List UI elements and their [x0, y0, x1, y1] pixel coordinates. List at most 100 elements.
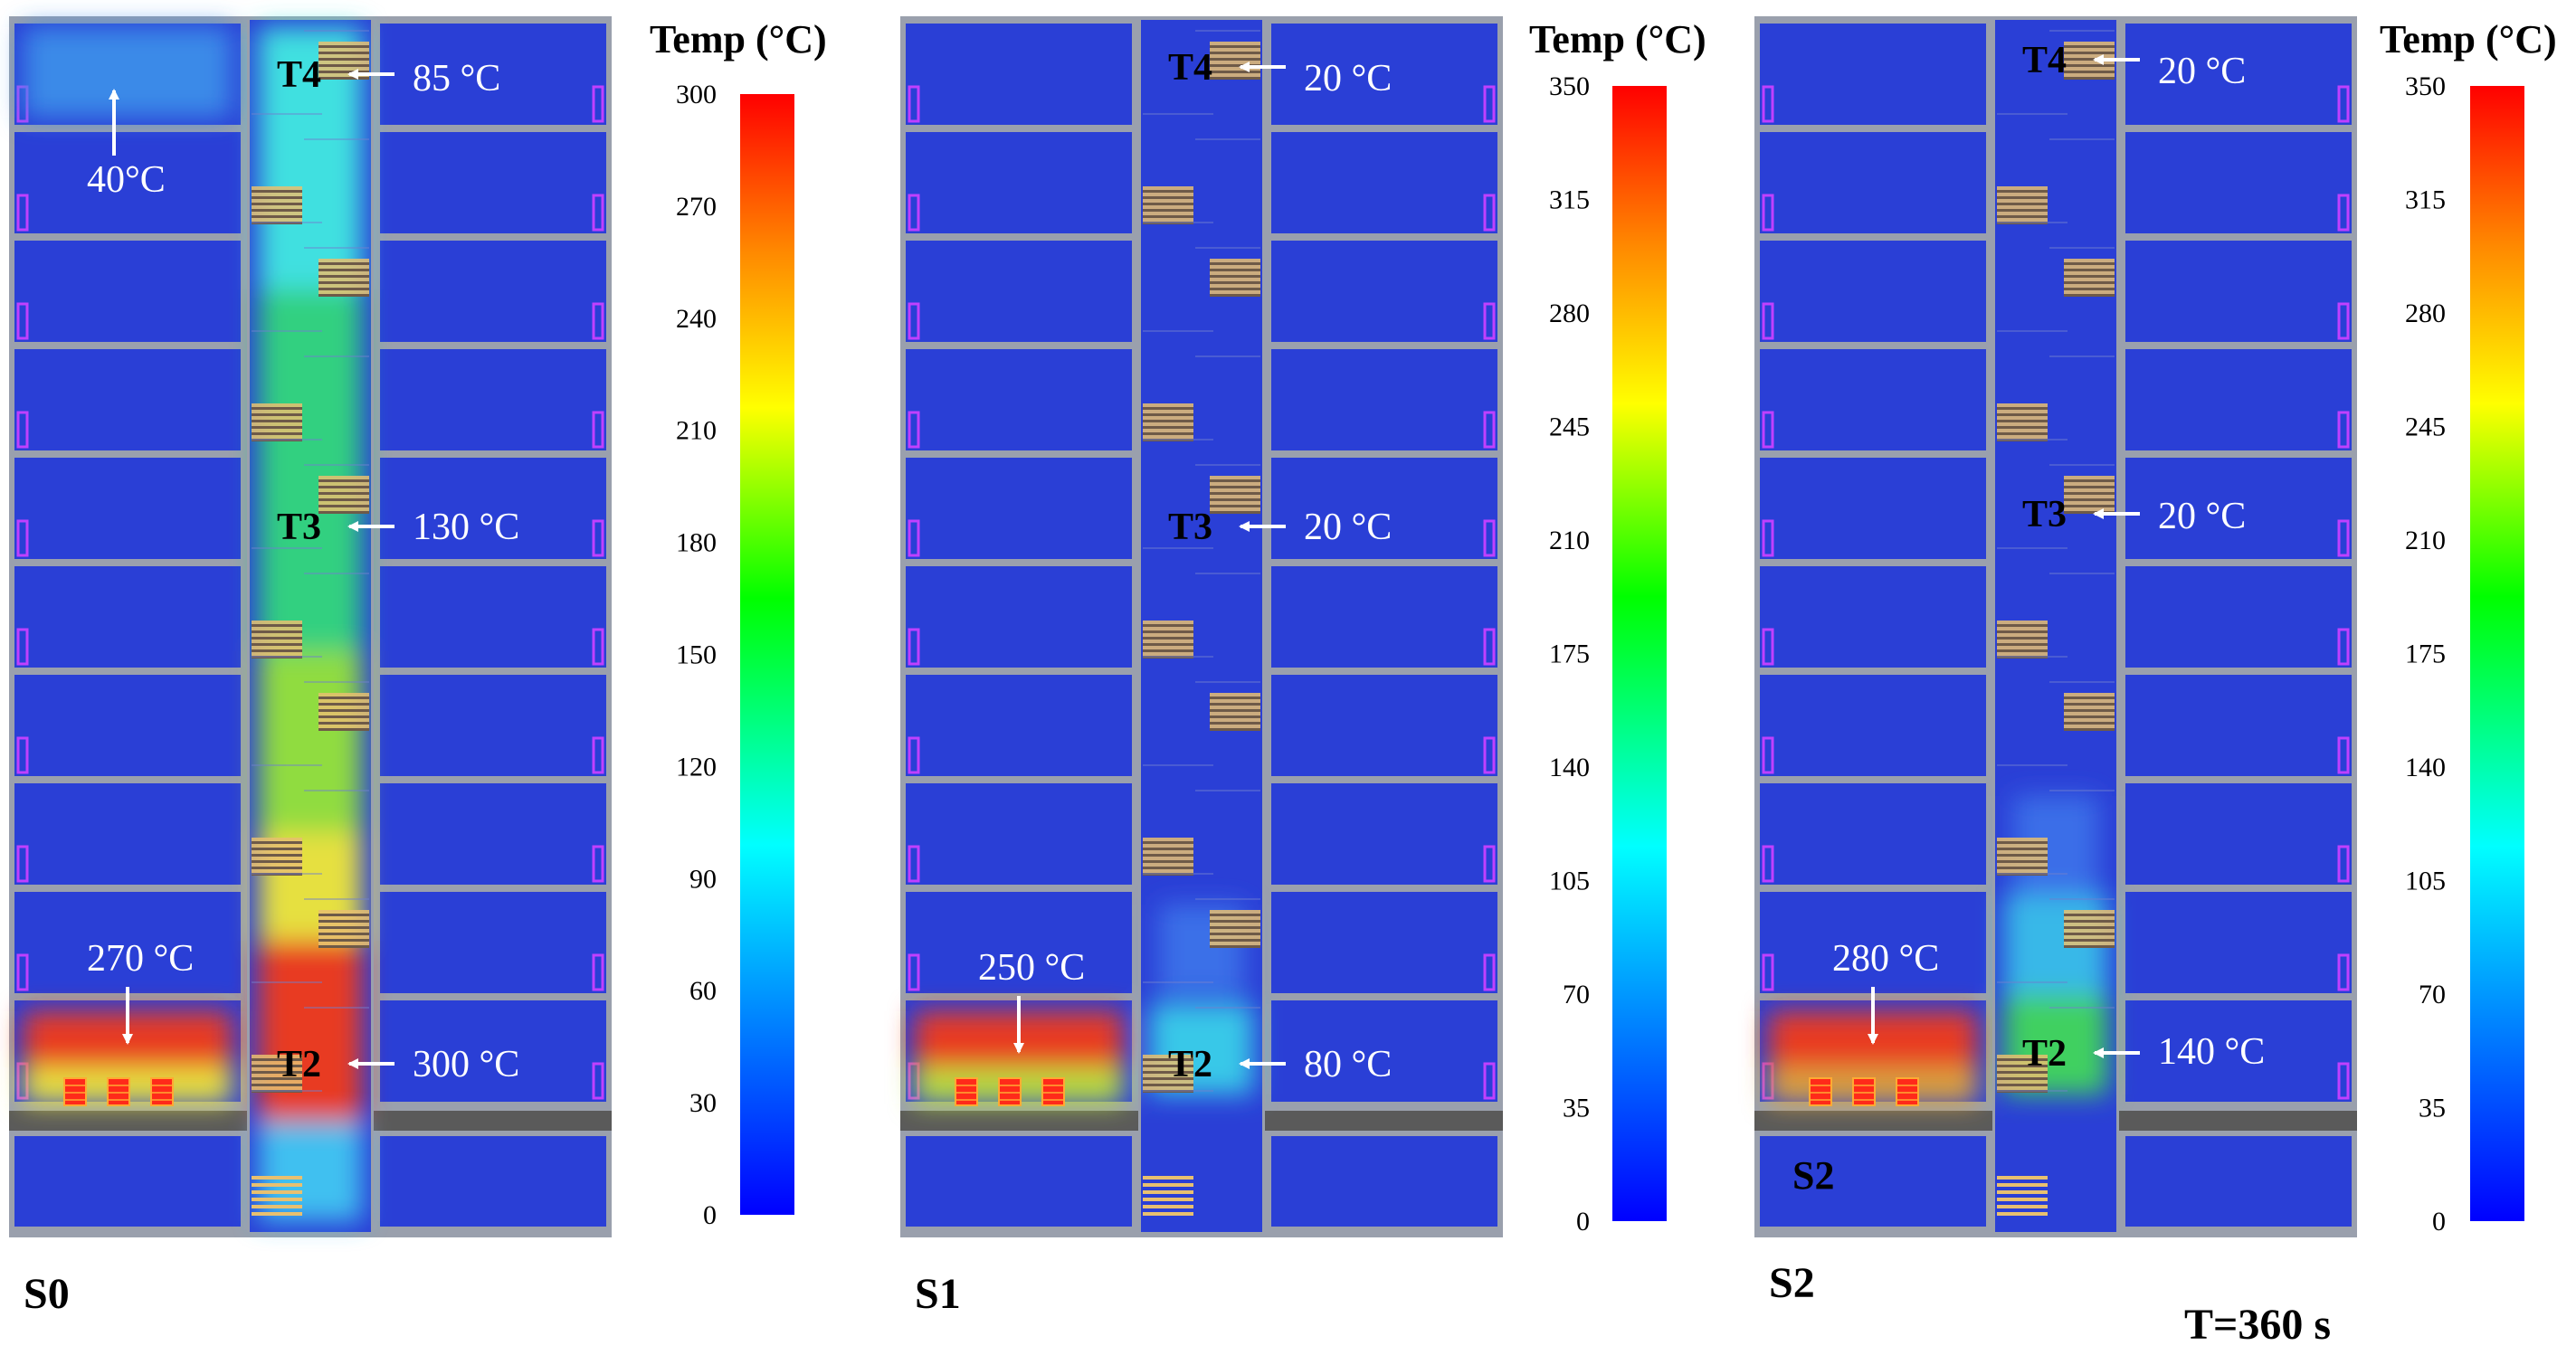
- stair-tread: [2064, 61, 2115, 64]
- colorbar-gradient: [1612, 86, 1667, 1221]
- stair-tread: [318, 923, 369, 926]
- colorbar-tick-label: 180: [676, 528, 717, 558]
- room-right: [2125, 241, 2352, 342]
- sensor-value-T4: 85 °C: [413, 58, 500, 99]
- colorbar-tick-label: 140: [1549, 753, 1590, 782]
- door-icon: [1483, 194, 1496, 232]
- room-basement-left: [906, 1136, 1132, 1227]
- stair-tread: [1143, 646, 1193, 649]
- stair-tread: [318, 284, 369, 288]
- stair-gap: [2064, 64, 2115, 67]
- stair-tread: [252, 212, 302, 215]
- stair-tread: [1997, 422, 2048, 426]
- door-icon: [1483, 302, 1496, 340]
- room-left: [906, 566, 1132, 668]
- door-icon: [1762, 628, 1774, 666]
- stair-tread: [1143, 1190, 1193, 1194]
- stair-gap: [2064, 275, 2115, 278]
- stair-tread: [1143, 1067, 1193, 1071]
- door-icon: [1483, 1062, 1496, 1100]
- room-left: [14, 241, 241, 342]
- sensor-value-T3-number: 20: [1304, 507, 1352, 548]
- stair-gap: [1210, 703, 1260, 706]
- stair-tread: [1143, 838, 1193, 841]
- stair-flight-basement: [1143, 1176, 1193, 1216]
- stair-tread: [2064, 910, 2115, 914]
- stair-gap: [318, 920, 369, 923]
- fire-source-icon: [1852, 1077, 1876, 1106]
- stair-tread: [318, 67, 369, 71]
- room-right: [380, 675, 606, 776]
- stair-gap: [1210, 64, 1260, 67]
- stair-tread: [1997, 186, 2048, 190]
- stair-gap: [1210, 262, 1260, 265]
- stair-flight: [2064, 42, 2115, 80]
- colorbar-tick-label: 35: [1563, 1094, 1590, 1123]
- stair-gap: [1210, 505, 1260, 507]
- colorbar-tick-label: 315: [1549, 185, 1590, 215]
- stair-gap: [252, 848, 302, 850]
- stair-tread: [1997, 1074, 2048, 1077]
- sensor-value-T2-unit: °C: [2225, 1031, 2266, 1073]
- door-icon: [16, 628, 29, 666]
- fire-source-block: [1041, 1077, 1065, 1106]
- room-left: [1760, 783, 1986, 885]
- stair-tread: [1143, 422, 1193, 426]
- fire-room-temp: 250 °C: [978, 947, 1085, 989]
- stair-gap: [1210, 288, 1260, 290]
- stair-gap: [1210, 511, 1260, 514]
- stair-tread: [252, 633, 302, 637]
- stair-gap: [1997, 1065, 2048, 1067]
- room-right: [1271, 1000, 1497, 1102]
- stair-gap: [318, 77, 369, 80]
- colorbar-tick-label: 350: [1549, 71, 1590, 101]
- room-left: [1760, 566, 1986, 668]
- fire-source-block: [998, 1077, 1022, 1106]
- fire-source-icon: [63, 1077, 87, 1106]
- stair-gap: [1997, 649, 2048, 652]
- stair-gap: [1210, 728, 1260, 731]
- stair-gap: [1143, 209, 1193, 212]
- stair-tread: [252, 869, 302, 873]
- stair-tread: [1210, 495, 1260, 498]
- stair-tread: [318, 54, 369, 58]
- stair-tread: [1997, 193, 2048, 196]
- stair-gap: [1210, 486, 1260, 488]
- room-left: [906, 132, 1132, 233]
- stair-tread: [2064, 718, 2115, 722]
- colorbar-gradient: [740, 94, 794, 1215]
- stair-tread: [1143, 199, 1193, 203]
- stair-tread: [252, 1067, 302, 1071]
- room-right: [2125, 675, 2352, 776]
- stair-gap: [252, 643, 302, 646]
- stair-gap: [2064, 288, 2115, 290]
- stair-gap: [318, 715, 369, 718]
- stair-tread: [1143, 640, 1193, 643]
- stair-tread: [1997, 1067, 2048, 1071]
- stair-gap: [252, 854, 302, 857]
- fire-source-icon: [150, 1077, 174, 1106]
- stair-tread: [1997, 1198, 2048, 1201]
- door-icon: [1483, 519, 1496, 557]
- colorbar-title-main: Temp (: [1529, 17, 1649, 62]
- stair-tread: [318, 507, 369, 511]
- stair-tread: [2064, 259, 2115, 262]
- stair-gap: [252, 624, 302, 627]
- fire-source-icon: [1809, 1077, 1832, 1106]
- sensor-value-T3: 20 °C: [1304, 507, 1392, 548]
- door-icon: [908, 845, 920, 883]
- stair-tread: [1210, 284, 1260, 288]
- room-left: [14, 349, 241, 450]
- stair-flight: [252, 186, 302, 224]
- stair-gap: [1210, 914, 1260, 916]
- stair-tread: [1143, 1176, 1193, 1180]
- stair-tread: [2064, 942, 2115, 945]
- stair-tread: [1143, 850, 1193, 854]
- stair-tread: [1143, 212, 1193, 215]
- stair-tread: [1997, 1212, 2048, 1216]
- stair-gap: [1210, 269, 1260, 271]
- fire-source-icon: [1896, 1077, 1919, 1106]
- stair-flight: [2064, 259, 2115, 297]
